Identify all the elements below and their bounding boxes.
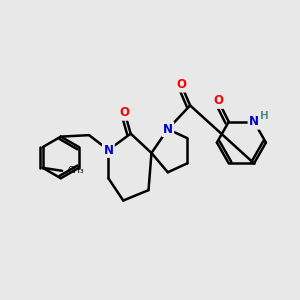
- Text: N: N: [163, 123, 173, 136]
- Text: CH₃: CH₃: [68, 166, 84, 175]
- Text: O: O: [213, 94, 224, 107]
- Text: O: O: [120, 106, 130, 119]
- Text: N: N: [249, 115, 259, 128]
- Text: O: O: [176, 78, 186, 91]
- Text: N: N: [103, 143, 113, 157]
- Text: H: H: [260, 111, 269, 122]
